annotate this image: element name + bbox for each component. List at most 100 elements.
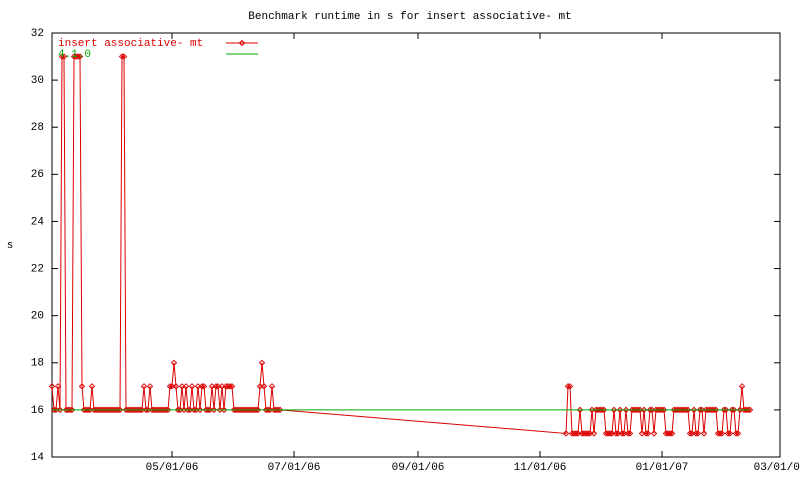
- point-marker: [734, 430, 742, 437]
- point-marker: [724, 430, 732, 437]
- point-marker: [732, 430, 740, 437]
- point-marker: [212, 383, 220, 390]
- point-marker: [70, 53, 78, 60]
- y-tick-label: 32: [31, 28, 44, 40]
- point-marker: [564, 383, 572, 390]
- y-tick-label: 18: [31, 358, 44, 370]
- point-marker: [58, 53, 66, 60]
- x-tick-label: 01/01/07: [636, 462, 689, 474]
- legend-label: 4.1.0: [58, 49, 91, 61]
- y-tick-label: 14: [31, 452, 45, 464]
- y-tick-label: 30: [31, 75, 44, 87]
- series-line: [51, 56, 750, 434]
- point-marker: [258, 359, 266, 366]
- point-marker: [226, 383, 234, 390]
- y-tick-label: 28: [31, 122, 44, 134]
- point-marker: [568, 430, 576, 437]
- point-marker: [572, 430, 580, 437]
- point-marker: [194, 383, 202, 390]
- point-marker: [578, 430, 586, 437]
- x-tick-label: 11/01/06: [514, 462, 567, 474]
- point-marker: [78, 383, 86, 390]
- point-marker: [644, 430, 652, 437]
- y-tick-label: 16: [31, 405, 44, 417]
- point-marker: [168, 383, 176, 390]
- point-marker: [726, 430, 734, 437]
- point-marker: [624, 430, 632, 437]
- point-marker: [580, 430, 588, 437]
- plot-border: [51, 32, 781, 458]
- y-tick-label: 26: [31, 169, 44, 181]
- y-tick-label: 24: [31, 216, 45, 228]
- point-marker: [716, 430, 724, 437]
- point-marker: [60, 53, 68, 60]
- point-marker: [584, 430, 592, 437]
- point-marker: [566, 383, 574, 390]
- point-marker: [72, 53, 80, 60]
- point-marker: [614, 430, 622, 437]
- point-marker: [694, 430, 702, 437]
- point-marker: [666, 430, 674, 437]
- point-marker: [686, 430, 694, 437]
- point-marker: [178, 383, 186, 390]
- point-marker: [218, 383, 226, 390]
- point-marker: [608, 430, 616, 437]
- x-tick-label: 05/01/06: [146, 462, 199, 474]
- point-marker: [88, 383, 96, 390]
- point-marker: [642, 430, 650, 437]
- point-marker: [170, 359, 178, 366]
- point-marker: [620, 430, 628, 437]
- point-marker: [582, 430, 590, 437]
- point-marker: [714, 430, 722, 437]
- point-marker: [76, 53, 84, 60]
- point-marker: [700, 430, 708, 437]
- point-marker: [586, 430, 594, 437]
- x-tick-label: 03/01/07: [754, 462, 800, 474]
- point-marker: [118, 53, 126, 60]
- y-axis-label: s: [7, 240, 14, 252]
- point-marker: [140, 383, 148, 390]
- point-marker: [618, 430, 626, 437]
- point-marker: [638, 430, 646, 437]
- point-marker: [574, 430, 582, 437]
- chart-title: Benchmark runtime in s for insert associ…: [248, 11, 571, 23]
- point-marker: [744, 406, 752, 414]
- point-marker: [688, 430, 696, 437]
- y-tick-label: 20: [31, 311, 44, 323]
- point-marker: [612, 430, 620, 437]
- point-marker: [718, 430, 726, 437]
- x-tick-label: 07/01/06: [268, 462, 321, 474]
- point-marker: [228, 383, 236, 390]
- point-marker: [182, 383, 190, 390]
- point-marker: [256, 383, 264, 390]
- point-marker: [200, 383, 208, 390]
- point-marker: [650, 430, 658, 437]
- point-marker: [48, 383, 56, 390]
- point-marker: [602, 430, 610, 437]
- point-marker: [208, 383, 216, 390]
- x-tick-label: 09/01/06: [392, 462, 445, 474]
- point-marker: [662, 430, 670, 437]
- point-marker: [74, 53, 82, 60]
- point-marker: [664, 430, 672, 437]
- point-marker: [214, 383, 222, 390]
- point-marker: [146, 383, 154, 390]
- point-marker: [570, 430, 578, 437]
- point-marker: [222, 383, 230, 390]
- point-marker: [606, 430, 614, 437]
- point-marker: [562, 430, 570, 437]
- point-marker: [590, 430, 598, 437]
- point-marker: [224, 383, 232, 390]
- point-marker: [172, 383, 180, 390]
- point-marker: [54, 383, 62, 390]
- point-marker: [120, 53, 128, 60]
- point-marker: [188, 383, 196, 390]
- point-marker: [198, 383, 206, 390]
- legend-marker: [238, 39, 246, 47]
- point-marker: [268, 383, 276, 390]
- point-marker: [668, 430, 676, 437]
- y-tick-label: 22: [31, 263, 44, 275]
- point-marker: [738, 383, 746, 390]
- point-marker: [626, 430, 634, 437]
